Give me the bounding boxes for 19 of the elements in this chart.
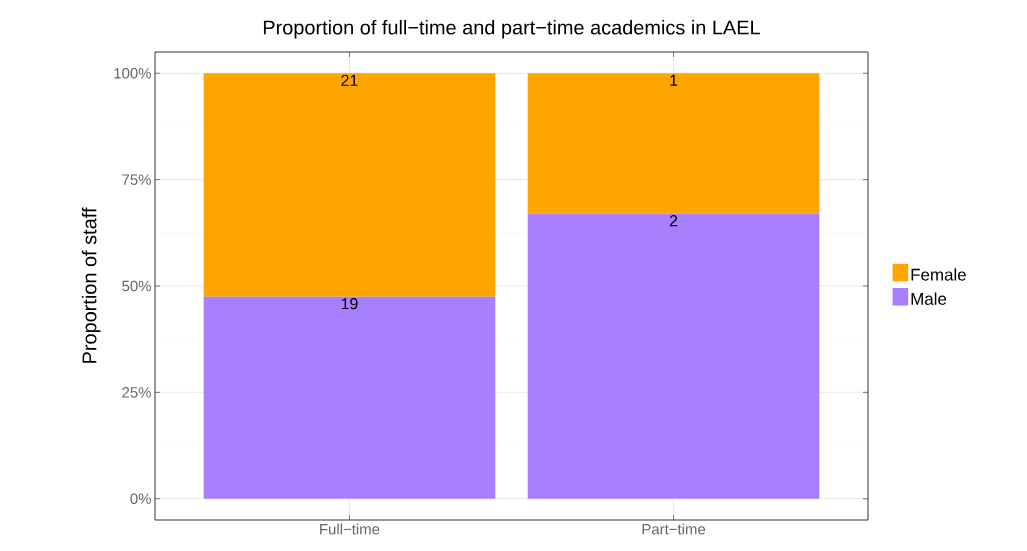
annotation: 1 xyxy=(670,74,678,86)
x-tick-label: Part−time xyxy=(642,523,706,535)
legend-label: Male xyxy=(911,292,947,305)
bar xyxy=(203,73,496,297)
bar xyxy=(203,296,496,499)
annotation: 19 xyxy=(341,298,358,310)
bar xyxy=(527,213,820,499)
y-tick-label: 100% xyxy=(114,67,151,79)
legend-label: Female xyxy=(911,268,966,281)
y-tick-label: 75% xyxy=(122,174,151,185)
y-tick-label: 0% xyxy=(130,493,151,505)
y-tick-label: 50% xyxy=(122,280,151,292)
annotation: 21 xyxy=(341,74,358,86)
x-tick-label: Full−time xyxy=(320,523,380,535)
chart-title: Proportion of full−time and part−time academics in LAEL xyxy=(263,19,760,39)
bar xyxy=(527,73,820,214)
annotation: 2 xyxy=(669,215,678,227)
y-axis-title: Proportion of staff xyxy=(81,207,101,363)
y-tick-label: 25% xyxy=(122,387,151,398)
